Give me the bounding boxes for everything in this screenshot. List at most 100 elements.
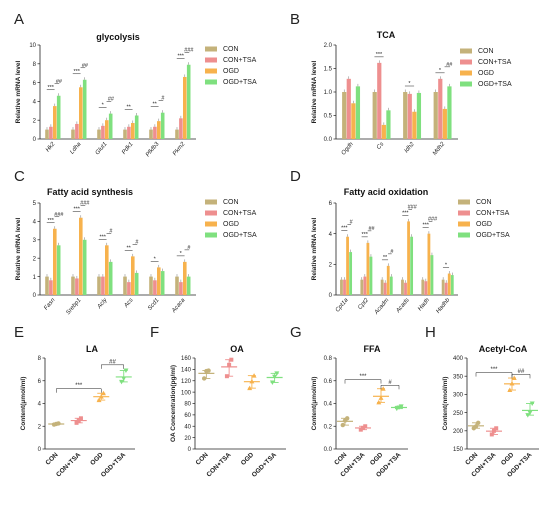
bar (416, 92, 422, 139)
significance-bracket (475, 372, 513, 377)
data-point (272, 374, 278, 380)
x-tick-label: Acaca (171, 297, 187, 315)
y-axis-label: Relative mRNA level (15, 60, 22, 123)
y-tick-label: 40 (184, 424, 191, 430)
bar (404, 282, 407, 295)
bar (450, 275, 454, 295)
bar (82, 239, 87, 295)
legend-swatch (205, 46, 217, 52)
bar (386, 265, 390, 295)
data-point (123, 368, 129, 374)
significance-label: ### (408, 204, 418, 210)
y-tick-label: 10 (29, 43, 36, 49)
data-point (494, 426, 499, 431)
significance-label: * (180, 251, 183, 257)
y-tick-label: 4 (33, 100, 37, 106)
bar (160, 112, 165, 139)
y-tick-label: 0 (38, 447, 42, 453)
chart-title: glycolysis (96, 32, 140, 42)
legend-swatch (460, 59, 472, 65)
x-tick-label: Hadhb (435, 297, 451, 315)
significance-label: ## (82, 63, 89, 69)
y-axis-label: OA Concentration(pg/ml) (170, 365, 177, 442)
bar (438, 78, 443, 139)
significance-label: ** (153, 102, 158, 108)
significance-label: # (390, 249, 394, 255)
bar (444, 282, 448, 295)
panel-label: H (425, 324, 436, 341)
bar (45, 129, 49, 139)
x-tick-label: Acly (96, 297, 109, 311)
data-point (527, 410, 533, 416)
bar (355, 86, 361, 139)
significance-label: *** (75, 383, 83, 389)
data-point (361, 425, 365, 430)
bar (56, 95, 61, 139)
significance-label: *** (73, 207, 80, 213)
chart-title: OA (230, 344, 244, 354)
significance-label: * (408, 81, 411, 87)
bar (49, 126, 53, 139)
x-tick-label: CON (44, 451, 59, 466)
y-tick-label: 2.0 (324, 43, 333, 49)
data-point (340, 422, 345, 428)
bar (380, 279, 384, 295)
significance-label: ## (109, 359, 116, 365)
x-tick-label: Mdh2 (432, 141, 447, 157)
significance-bracket (56, 388, 102, 393)
y-tick-label: 200 (453, 429, 464, 435)
significance-label: # (135, 239, 139, 245)
legend-swatch (205, 57, 217, 63)
significance-label: *** (47, 85, 54, 91)
bar (127, 126, 131, 139)
bar (97, 276, 101, 295)
bar (101, 276, 105, 295)
significance-label: * (439, 68, 442, 74)
y-tick-label: 120 (181, 379, 192, 385)
bar (149, 129, 153, 139)
data-point (376, 399, 382, 405)
y-tick-label: 0.0 (324, 137, 333, 143)
bar (123, 129, 127, 139)
significance-label: *** (177, 54, 184, 60)
x-tick-label: Acads (395, 297, 411, 314)
significance-label: *** (359, 374, 367, 380)
panel-d: D Fatty acid oxidation 0 2 4 6 Relative mRNA l… (290, 168, 510, 316)
y-tick-label: 350 (453, 374, 464, 380)
data-point (345, 416, 350, 421)
legend-swatch (458, 210, 470, 216)
bar (383, 282, 387, 295)
bar (105, 120, 109, 139)
bar (366, 242, 370, 295)
data-point (529, 401, 535, 406)
data-point (227, 362, 232, 367)
data-point (380, 386, 386, 391)
panel-label: D (290, 168, 301, 185)
data-point (473, 424, 479, 429)
data-point (100, 390, 106, 396)
significance-label: # (109, 228, 113, 234)
legend-swatch (460, 70, 472, 76)
chart-title: LA (86, 344, 98, 354)
bar (153, 280, 157, 295)
y-tick-label: 150 (453, 447, 464, 453)
chart-title: Fatty acid oxidation (344, 187, 429, 197)
data-point (274, 371, 280, 376)
bar (412, 111, 417, 139)
x-tick-label: CON (195, 451, 210, 466)
bar (131, 123, 135, 139)
bar (381, 124, 386, 139)
legend-label: CON+TSA (476, 210, 510, 217)
significance-label: ### (80, 201, 90, 207)
legend-label: OGD+TSA (476, 232, 510, 239)
panel-c: C Fatty acid synthesis 0 1 2 3 4 5 Relative mRNA… (14, 168, 257, 316)
bar (377, 62, 382, 139)
y-tick-label: 2 (38, 424, 42, 430)
x-tick-label: Scd1 (147, 297, 160, 311)
y-tick-label: 0 (188, 447, 192, 453)
data-point (229, 357, 234, 362)
legend-label: CON (476, 199, 492, 206)
bar (134, 115, 139, 139)
data-point (56, 421, 61, 426)
bar (349, 252, 353, 295)
